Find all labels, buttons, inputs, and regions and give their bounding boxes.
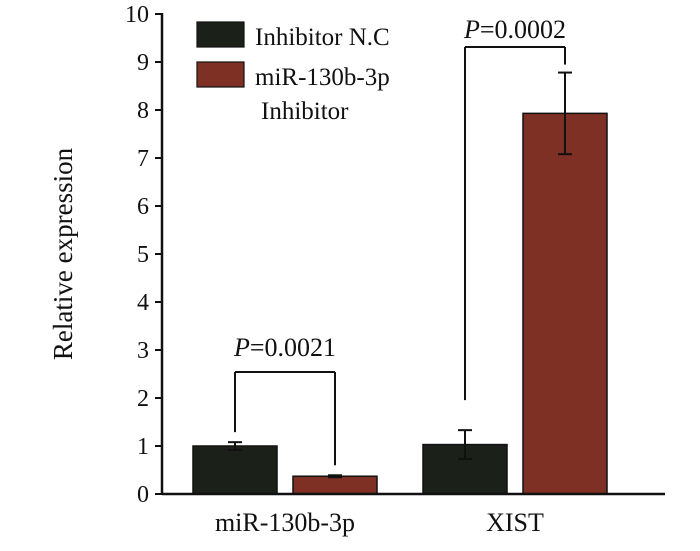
y-tick-label: 8 [137,98,149,124]
x-tick-label-xist: XIST [486,508,544,537]
legend-label-inhibitor-n-c-0: Inhibitor N.C [255,24,390,51]
significance-prefix-xist: P [463,15,480,44]
bar-inhibitor-n-c-mir-130b-3p [192,445,278,495]
significance-label-xist: P=0.0002 [463,15,566,44]
legend-layer: Inhibitor N.C miR-130b-3p Inhibitor [196,21,390,125]
significance-label-mir-130b-3p: P=0.0021 [233,333,336,362]
y-tick-label: 7 [137,146,149,172]
y-axis-label: Relative expression [48,147,78,360]
labels-layer: 0 1 2 3 4 5 6 7 8 9 10 Relative expression miR-130b-… [48,2,544,537]
axes-layer [155,13,665,496]
y-tick-label: 10 [125,2,149,28]
y-tick-label: 0 [137,482,149,508]
y-tick-label: 6 [137,194,149,220]
y-tick-label: 5 [137,242,149,268]
error-bars-layer [228,71,572,479]
significance-value-xist: =0.0002 [480,15,566,44]
bar-mir-130b-3p-inhibitor-xist [522,112,608,495]
y-tick-label: 3 [137,338,149,364]
legend-label-mir-130b-3p-inhibitor-0: miR-130b-3p [255,64,390,91]
bars-layer [192,112,608,495]
legend-swatch-mir-130b-3p-inhibitor [196,61,245,88]
bar-mir-130b-3p-inhibitor-mir-130b-3p [292,475,378,495]
y-tick-label: 9 [137,50,149,76]
significance-value-mir-130b-3p: =0.0021 [250,333,336,362]
y-tick-label: 1 [137,434,149,460]
y-tick-label: 2 [137,386,149,412]
legend-label-mir-130b-3p-inhibitor-1: Inhibitor [261,98,349,125]
y-tick-label: 4 [137,290,149,316]
legend-swatch-inhibitor-n-c [196,21,245,48]
x-tick-label-mir-130b-3p: miR-130b-3p [215,508,355,537]
significance-prefix-mir-130b-3p: P [233,333,250,362]
